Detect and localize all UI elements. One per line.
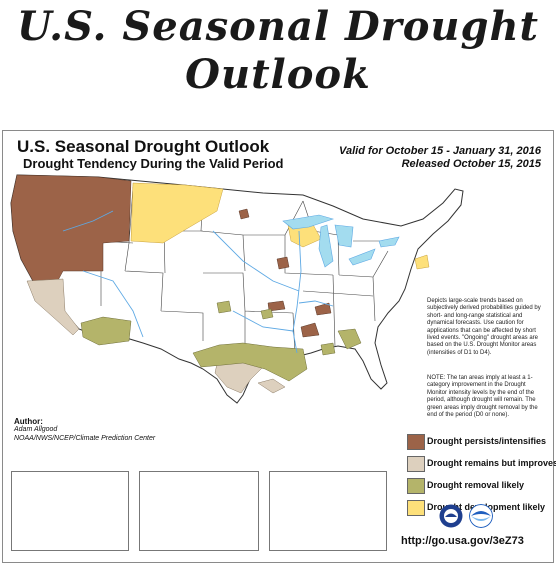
- drought-removal-areas: [80, 300, 362, 382]
- drought-outlook-map: U.S. Seasonal Drought Outlook Drought Te…: [2, 130, 556, 563]
- legend-swatch: [407, 478, 425, 494]
- rivers: [62, 210, 334, 354]
- map-title: U.S. Seasonal Drought Outlook: [17, 137, 270, 156]
- page-title-line-2: Outlook: [185, 51, 371, 98]
- puerto-rico-inset-frame: [269, 471, 387, 551]
- noaa-logo-icon: [469, 504, 493, 528]
- legend-label: Drought removal likely: [427, 480, 525, 490]
- valid-period: Valid for October 15 - January 31, 2016: [339, 145, 541, 157]
- map-subtitle: Drought Tendency During the Valid Period: [23, 156, 284, 171]
- author-organization: NOAA/NWS/NCEP/Climate Prediction Center: [14, 435, 156, 442]
- drought-improves-areas: [26, 278, 286, 394]
- legend-swatch: [407, 500, 425, 516]
- hawaii-inset-frame: [139, 471, 259, 551]
- map-note-tan-green: NOTE: The tan areas imply at least a 1-c…: [427, 375, 538, 419]
- page-title-line-1: U.S. Seasonal Drought: [16, 3, 540, 50]
- legend-label: Drought persists/intensifies: [427, 436, 547, 446]
- author-heading: Author:: [14, 417, 43, 426]
- release-date: Released October 15, 2015: [401, 158, 541, 170]
- map-graphic: [10, 174, 464, 539]
- map-note-methodology: Depicts large-scale trends based on subj…: [427, 298, 541, 356]
- great-lakes: [282, 214, 400, 268]
- drought-persists-areas: [10, 174, 332, 338]
- alaska-inset-frame: [11, 471, 129, 551]
- author-name: Adam Allgood: [14, 426, 58, 433]
- info-url-link[interactable]: http://go.usa.gov/3eZ73: [401, 535, 524, 547]
- noaa-seal-icon: [439, 504, 463, 528]
- legend-label: Drought remains but improves: [427, 458, 556, 468]
- legend-swatch: [407, 456, 425, 472]
- drought-development-areas: [130, 182, 430, 270]
- legend-swatch: [407, 434, 425, 450]
